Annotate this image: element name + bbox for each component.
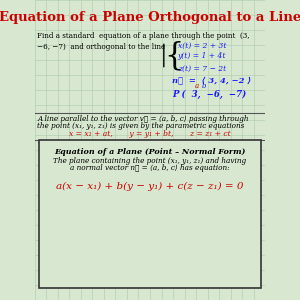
Text: −6, −7)  and orthogonal to the line: −6, −7) and orthogonal to the line bbox=[37, 43, 165, 51]
Text: x(t) = 2 + 3t: x(t) = 2 + 3t bbox=[178, 41, 226, 50]
Text: A line parallel to the vector v⃗ = ⟨a, b, c⟩ passing through: A line parallel to the vector v⃗ = ⟨a, b… bbox=[37, 115, 249, 123]
Text: Equation of a Plane (Point – Normal Form): Equation of a Plane (Point – Normal Form… bbox=[54, 148, 246, 156]
Text: y(t) = 1 + 4t: y(t) = 1 + 4t bbox=[178, 52, 226, 61]
Text: a normal vector n⃗ = ⟨a, b, c⟩ has equation:: a normal vector n⃗ = ⟨a, b, c⟩ has equat… bbox=[70, 164, 230, 172]
Text: a(x − x₁) + b(y − y₁) + c(z − z₁) = 0: a(x − x₁) + b(y − y₁) + c(z − z₁) = 0 bbox=[56, 182, 244, 190]
Text: Equation of a Plane Orthogonal to a Line: Equation of a Plane Orthogonal to a Line bbox=[0, 11, 300, 23]
Text: b: b bbox=[202, 82, 206, 90]
Text: P (  3,  −6,  −7): P ( 3, −6, −7) bbox=[172, 90, 246, 99]
FancyBboxPatch shape bbox=[40, 140, 260, 288]
Text: a: a bbox=[195, 82, 199, 90]
Text: The plane containing the point (x₁, y₁, z₁) and having: The plane containing the point (x₁, y₁, … bbox=[53, 157, 247, 165]
Text: x = x₁ + at,       y = y₁ + bt,       z = z₁ + ct: x = x₁ + at, y = y₁ + bt, z = z₁ + ct bbox=[69, 130, 231, 138]
Text: Find a standard  equation of a plane through the point  (3,: Find a standard equation of a plane thro… bbox=[37, 32, 250, 40]
Text: z(t) = 7 − 2t: z(t) = 7 − 2t bbox=[178, 64, 226, 73]
Text: the point (x₁, y₁, z₁) is given by the parametric equations: the point (x₁, y₁, z₁) is given by the p… bbox=[37, 122, 244, 130]
Text: {: { bbox=[164, 40, 183, 71]
Text: n⃗  =  ⟨ 3, 4, −2 ⟩: n⃗ = ⟨ 3, 4, −2 ⟩ bbox=[172, 76, 251, 85]
